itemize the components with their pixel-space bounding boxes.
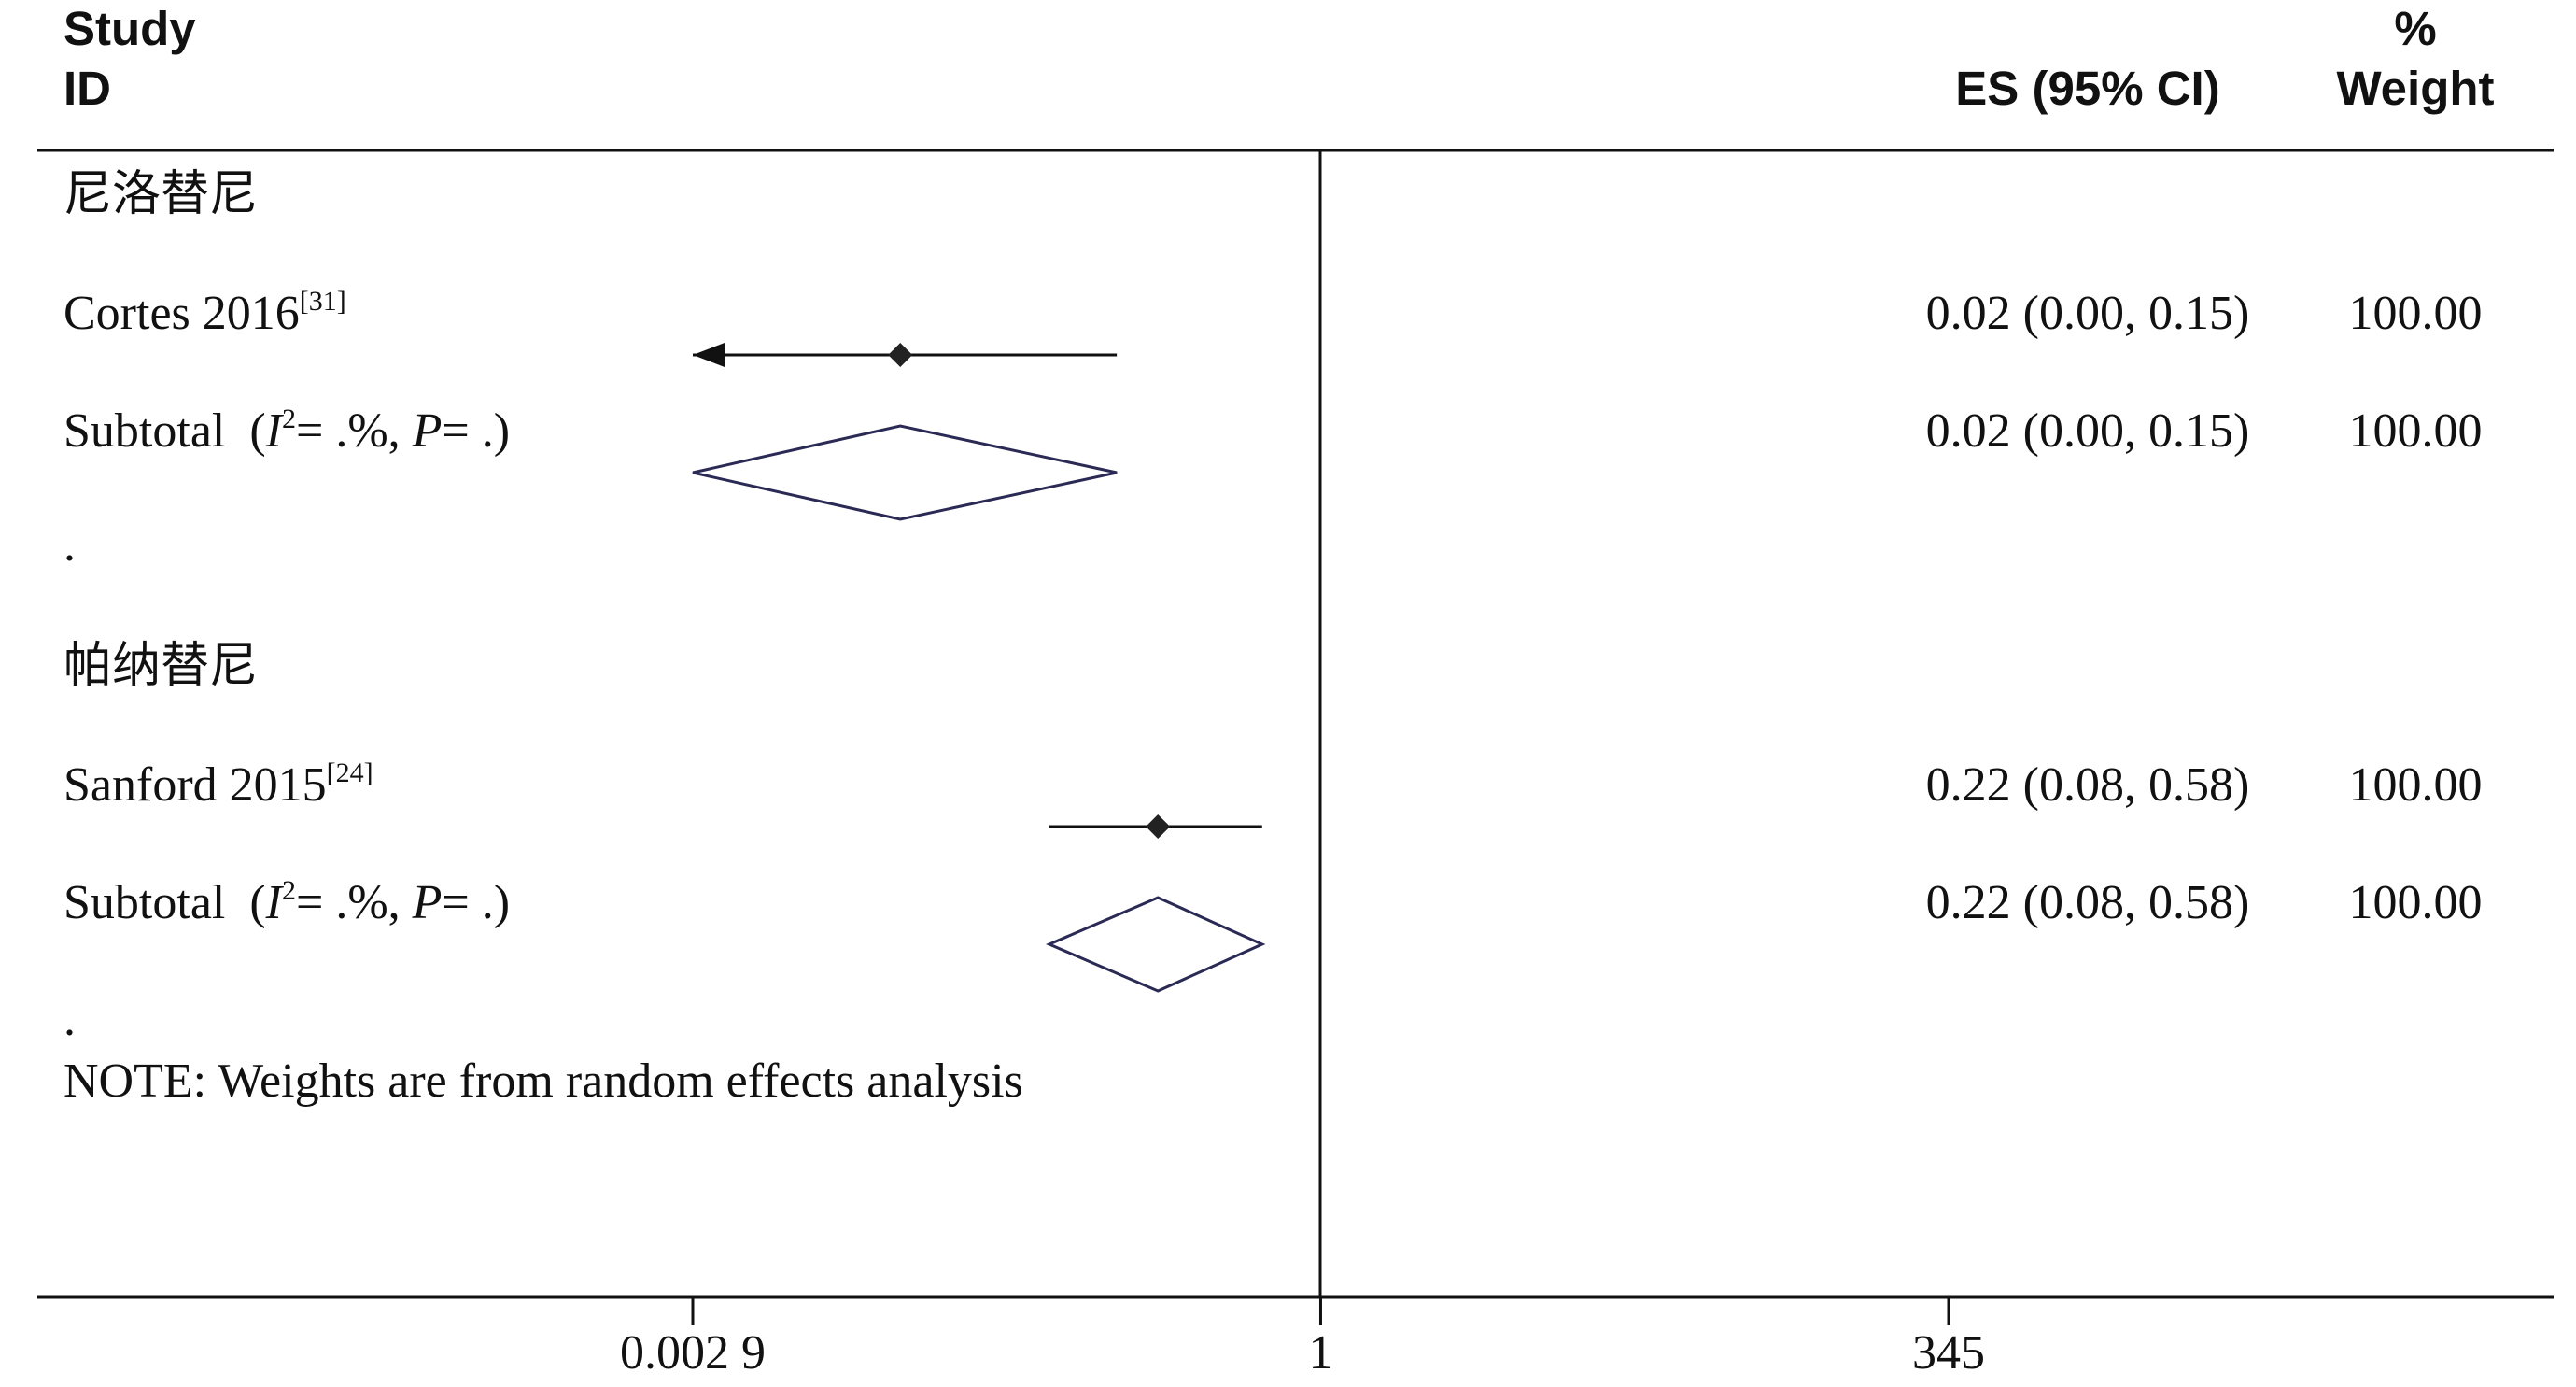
group-separator-2: . — [63, 993, 76, 1046]
study-es-cortes: 0.02 (0.00, 0.15) — [1926, 287, 2250, 340]
subtotal-label-1: Subtotal (I2= .%, P= .) — [63, 403, 510, 458]
study-weight-cortes: 100.00 — [2349, 287, 2483, 340]
header-weight-percent: % — [2394, 2, 2436, 55]
subtotal-diamond-5 — [1045, 896, 1266, 993]
note-text: NOTE: Weights are from random effects an… — [63, 1054, 1023, 1108]
group-separator-1: . — [63, 518, 76, 572]
x-tick-label-2: 345 — [1912, 1326, 1985, 1380]
point-estimate-1 — [888, 343, 913, 367]
x-tick-label-1: 1 — [1308, 1326, 1332, 1380]
subtotal-label-2: Subtotal (I2= .%, P= .) — [63, 875, 510, 929]
header-weight: Weight — [2336, 62, 2494, 115]
subtotal-es-2: 0.22 (0.08, 0.58) — [1926, 876, 2250, 929]
group-label-2: 帕纳替尼 — [63, 638, 258, 694]
subtotal-diamond-2 — [692, 424, 1118, 521]
ci-arrow-1 — [693, 343, 725, 367]
subtotal-weight-1: 100.00 — [2349, 404, 2483, 458]
header-study: Study — [63, 2, 196, 55]
study-es-sanford: 0.22 (0.08, 0.58) — [1926, 758, 2250, 812]
subtotal-weight-2: 100.00 — [2349, 876, 2483, 929]
subtotal-es-1: 0.02 (0.00, 0.15) — [1926, 404, 2250, 458]
study-label-cortes: Cortes 2016[31] — [63, 286, 346, 340]
header-es: ES (95% CI) — [1955, 62, 2219, 115]
point-estimate-4 — [1146, 814, 1171, 839]
x-tick-label-0: 0.002 9 — [620, 1326, 766, 1380]
header-id: ID — [63, 62, 111, 115]
chart-marks: 0.002 9 1 345 — [620, 343, 1985, 1380]
study-label-sanford: Sanford 2015[24] — [63, 757, 373, 812]
study-weight-sanford: 100.00 — [2349, 758, 2483, 812]
group-label-1: 尼洛替尼 — [63, 166, 258, 222]
